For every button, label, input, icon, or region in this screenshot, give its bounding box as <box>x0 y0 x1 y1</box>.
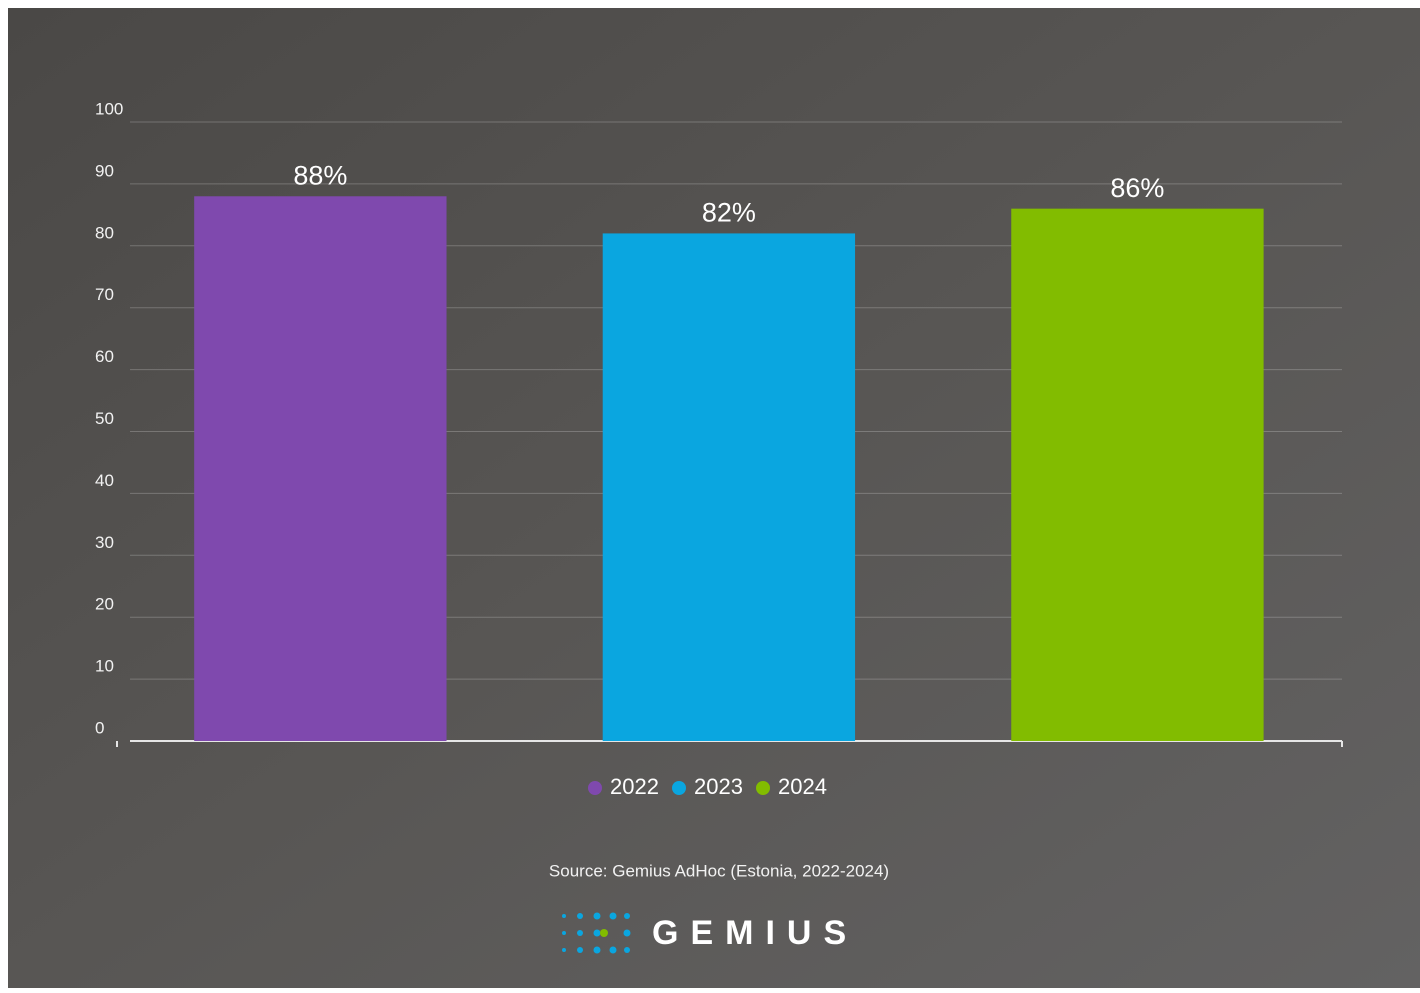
source-note: Source: Gemius AdHoc (Estonia, 2022-2024… <box>549 861 889 880</box>
value-label: 88% <box>293 160 347 190</box>
y-tick-label: 90 <box>95 161 114 180</box>
y-tick-label: 80 <box>95 223 114 242</box>
legend-label: 2023 <box>694 774 743 799</box>
y-tick-label: 100 <box>95 99 123 118</box>
legend-label: 2024 <box>778 774 827 799</box>
y-tick-label: 10 <box>95 657 114 676</box>
y-tick-label: 50 <box>95 409 114 428</box>
y-tick-label: 70 <box>95 285 114 304</box>
legend-label: 2022 <box>610 774 659 799</box>
logo-text: GEMIUS <box>652 914 858 952</box>
y-tick-label: 20 <box>95 595 114 614</box>
bar <box>194 196 446 741</box>
legend-swatch <box>588 781 602 795</box>
y-tick-label: 0 <box>95 718 104 737</box>
bar <box>603 233 855 741</box>
value-label: 82% <box>702 198 756 228</box>
bar <box>1011 209 1263 741</box>
legend-swatch <box>756 781 770 795</box>
y-tick-label: 40 <box>95 471 114 490</box>
y-tick-label: 60 <box>95 347 114 366</box>
y-tick-label: 30 <box>95 533 114 552</box>
chart: Source: Gemius AdHoc (Estonia, 2022-2024… <box>0 0 1420 988</box>
value-label: 86% <box>1110 173 1164 203</box>
legend-swatch <box>672 781 686 795</box>
